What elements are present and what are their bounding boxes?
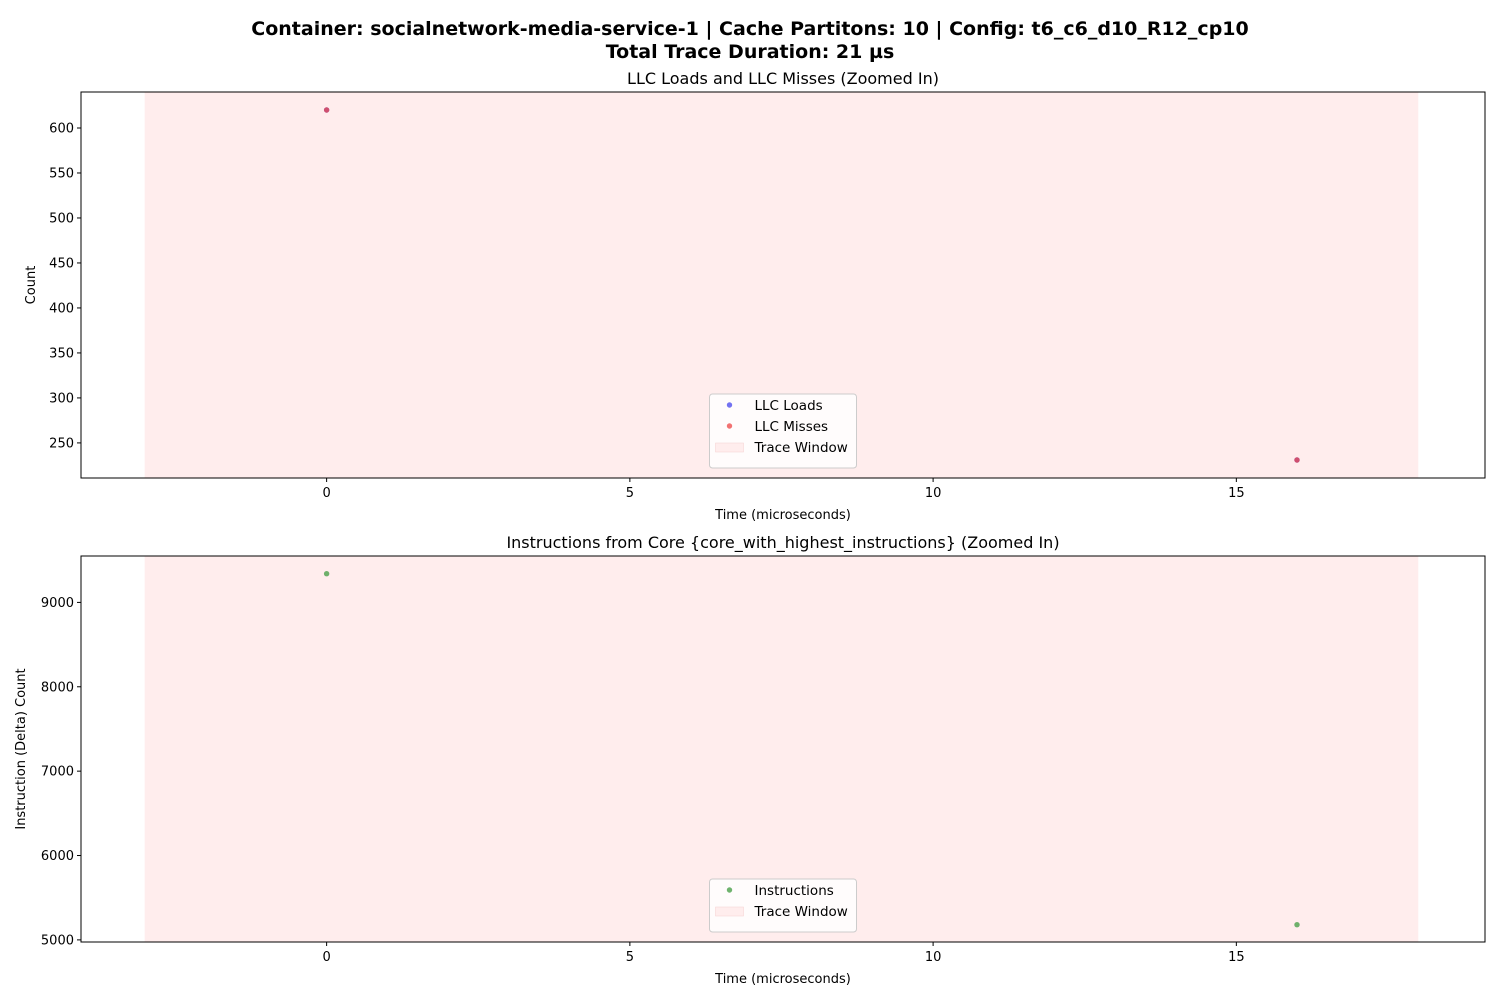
- x-tick-label: 10: [925, 950, 942, 965]
- figure-title-line2: Total Trace Duration: 21 µs: [606, 41, 895, 63]
- y-axis-label: Instruction (Delta) Count: [14, 668, 29, 829]
- legend-label: LLC Misses: [755, 419, 829, 435]
- y-tick-label: 350: [49, 346, 74, 361]
- y-tick-label: 400: [49, 301, 74, 316]
- legend-label: Trace Window: [754, 904, 848, 920]
- legend-label: Instructions: [755, 883, 834, 899]
- y-tick-label: 300: [49, 391, 74, 406]
- axes-frame: [80, 555, 1486, 943]
- y-tick-label: 6000: [41, 849, 74, 864]
- chart-1: LLC Loads and LLC Misses (Zoomed In) 0 5 10…: [24, 69, 1486, 523]
- y-tick-label: 500: [49, 211, 74, 226]
- x-tick-label: 15: [1228, 950, 1245, 965]
- data-point-llc-misses: [323, 107, 330, 113]
- y-tick-label: 8000: [41, 680, 74, 695]
- y-tick-label: 5000: [41, 933, 74, 948]
- x-tick-label: 0: [322, 486, 330, 501]
- x-tick-label: 15: [1228, 486, 1245, 501]
- trace-window-span: [144, 556, 1419, 942]
- x-tick-label: 0: [322, 950, 330, 965]
- chart-title: LLC Loads and LLC Misses (Zoomed In): [627, 69, 939, 88]
- legend: Instructions Trace Window: [709, 878, 857, 933]
- x-axis-label: Time (microseconds): [714, 508, 851, 523]
- x-tick-label: 10: [925, 486, 942, 501]
- legend-marker: [726, 423, 733, 429]
- y-tick-label: 9000: [41, 596, 74, 611]
- y-tick-label: 7000: [41, 765, 74, 780]
- x-axis-label: Time (microseconds): [714, 972, 851, 987]
- data-point-llc-misses: [1294, 457, 1300, 463]
- figure-title-line1: Container: socialnetwork-media-service-1…: [251, 18, 1248, 40]
- x-tick-label: 5: [626, 486, 634, 501]
- y-tick-label: 600: [49, 121, 74, 136]
- legend-box: [709, 393, 857, 469]
- legend-label: Trace Window: [754, 440, 848, 456]
- y-tick-label: 250: [49, 436, 74, 451]
- chart-title: Instructions from Core {core_with_highes…: [506, 533, 1059, 553]
- legend-box: [709, 878, 857, 933]
- data-point-instructions: [323, 571, 330, 577]
- axes-frame: [80, 91, 1486, 479]
- data-point-instructions: [1294, 922, 1300, 928]
- y-tick-label: 550: [49, 166, 74, 181]
- legend-marker: [726, 402, 733, 408]
- legend-patch: [715, 442, 744, 453]
- chart-2: Instructions from Core {core_with_highes…: [14, 533, 1486, 987]
- legend-label: LLC Loads: [755, 398, 823, 414]
- legend-patch: [715, 906, 744, 917]
- y-axis-label: Count: [24, 266, 39, 305]
- legend: LLC Loads LLC Misses Trace Window: [709, 393, 857, 469]
- y-tick-label: 450: [49, 256, 74, 271]
- legend-marker: [726, 887, 733, 893]
- x-tick-label: 5: [626, 950, 634, 965]
